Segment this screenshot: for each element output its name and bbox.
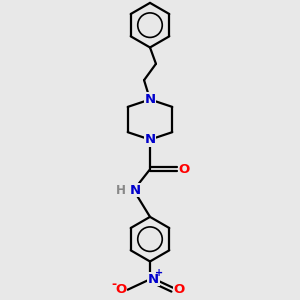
Text: N: N: [130, 184, 141, 196]
Text: H: H: [116, 184, 126, 196]
Text: N: N: [148, 273, 159, 286]
Text: N: N: [144, 133, 156, 146]
Text: O: O: [173, 283, 184, 296]
Text: +: +: [155, 268, 164, 278]
Text: -: -: [111, 278, 116, 291]
Text: O: O: [178, 163, 190, 176]
Text: N: N: [144, 93, 156, 106]
Text: O: O: [116, 283, 127, 296]
